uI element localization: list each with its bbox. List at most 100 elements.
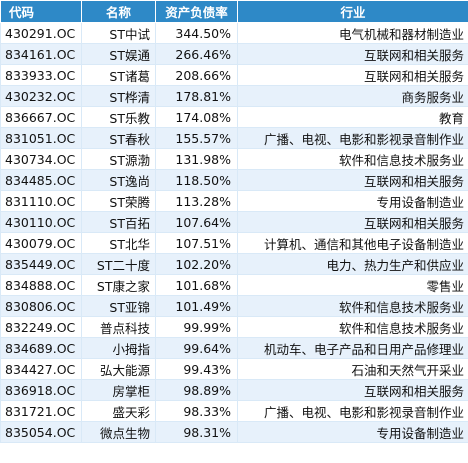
cell-name: ST娱通 xyxy=(81,43,156,65)
cell-industry: 互联网和相关服务 xyxy=(237,43,468,65)
cell-code: 833933.OC xyxy=(0,64,82,86)
cell-ratio: 344.50% xyxy=(155,22,238,44)
cell-code: 830806.OC xyxy=(0,295,82,317)
table-body: 430291.OC ST中试 344.50% 电气机械和器材制造业 834161.OC S… xyxy=(0,22,468,443)
cell-ratio: 131.98% xyxy=(155,148,238,170)
cell-industry: 电气机械和器材制造业 xyxy=(237,22,468,44)
table-row: 834888.OC ST康之家 101.68% 零售业 xyxy=(0,274,468,296)
cell-code: 430079.OC xyxy=(0,232,82,254)
table-row: 833933.OC ST诸葛 208.66% 互联网和相关服务 xyxy=(0,64,468,86)
cell-industry: 电力、热力生产和供应业 xyxy=(237,253,468,275)
header-row: 代码 名称 资产负债率 行业 xyxy=(0,0,468,23)
cell-code: 835054.OC xyxy=(0,421,82,443)
cell-ratio: 208.66% xyxy=(155,64,238,86)
cell-name: 小拇指 xyxy=(81,337,156,359)
table-row: 834689.OC 小拇指 99.64% 机动车、电子产品和日用产品修理业 xyxy=(0,337,468,359)
cell-ratio: 98.89% xyxy=(155,379,238,401)
cell-ratio: 99.64% xyxy=(155,337,238,359)
cell-code: 832249.OC xyxy=(0,316,82,338)
cell-code: 831721.OC xyxy=(0,400,82,422)
table-row: 430110.OC ST百拓 107.64% 互联网和相关服务 xyxy=(0,211,468,233)
header-name: 名称 xyxy=(81,0,156,23)
header-ratio: 资产负债率 xyxy=(155,0,238,23)
table-row: 835054.OC 微点生物 98.31% 专用设备制造业 xyxy=(0,421,468,443)
cell-industry: 软件和信息技术服务业 xyxy=(237,316,468,338)
cell-code: 831110.OC xyxy=(0,190,82,212)
cell-ratio: 98.33% xyxy=(155,400,238,422)
cell-name: ST乐教 xyxy=(81,106,156,128)
cell-name: ST源渤 xyxy=(81,148,156,170)
cell-code: 430291.OC xyxy=(0,22,82,44)
cell-industry: 广播、电视、电影和影视录音制作业 xyxy=(237,127,468,149)
cell-ratio: 101.68% xyxy=(155,274,238,296)
cell-industry: 软件和信息技术服务业 xyxy=(237,148,468,170)
table-row: 834485.OC ST逸尚 118.50% 互联网和相关服务 xyxy=(0,169,468,191)
cell-name: ST逸尚 xyxy=(81,169,156,191)
table-row: 836667.OC ST乐教 174.08% 教育 xyxy=(0,106,468,128)
cell-name: ST北华 xyxy=(81,232,156,254)
cell-name: ST百拓 xyxy=(81,211,156,233)
cell-industry: 互联网和相关服务 xyxy=(237,64,468,86)
table-row: 831110.OC ST荣腾 113.28% 专用设备制造业 xyxy=(0,190,468,212)
cell-code: 834888.OC xyxy=(0,274,82,296)
debt-ratio-table: 代码 名称 资产负债率 行业 430291.OC ST中试 344.50% 电气机械和… xyxy=(0,0,468,443)
table-row: 430291.OC ST中试 344.50% 电气机械和器材制造业 xyxy=(0,22,468,44)
table-row: 834161.OC ST娱通 266.46% 互联网和相关服务 xyxy=(0,43,468,65)
cell-ratio: 99.43% xyxy=(155,358,238,380)
cell-name: ST桦清 xyxy=(81,85,156,107)
table-row: 834427.OC 弘大能源 99.43% 石油和天然气开采业 xyxy=(0,358,468,380)
cell-name: 盛天彩 xyxy=(81,400,156,422)
cell-ratio: 99.99% xyxy=(155,316,238,338)
cell-ratio: 102.20% xyxy=(155,253,238,275)
cell-industry: 机动车、电子产品和日用产品修理业 xyxy=(237,337,468,359)
table-row: 835449.OC ST二十度 102.20% 电力、热力生产和供应业 xyxy=(0,253,468,275)
cell-industry: 专用设备制造业 xyxy=(237,421,468,443)
table-row: 836918.OC 房掌柜 98.89% 互联网和相关服务 xyxy=(0,379,468,401)
cell-name: 微点生物 xyxy=(81,421,156,443)
cell-industry: 互联网和相关服务 xyxy=(237,169,468,191)
cell-code: 836667.OC xyxy=(0,106,82,128)
cell-code: 834485.OC xyxy=(0,169,82,191)
cell-ratio: 113.28% xyxy=(155,190,238,212)
cell-name: ST二十度 xyxy=(81,253,156,275)
cell-industry: 商务服务业 xyxy=(237,85,468,107)
table-row: 430734.OC ST源渤 131.98% 软件和信息技术服务业 xyxy=(0,148,468,170)
cell-name: ST春秋 xyxy=(81,127,156,149)
cell-ratio: 98.31% xyxy=(155,421,238,443)
cell-name: ST亚锦 xyxy=(81,295,156,317)
cell-name: ST诸葛 xyxy=(81,64,156,86)
cell-ratio: 174.08% xyxy=(155,106,238,128)
table-row: 430079.OC ST北华 107.51% 计算机、通信和其他电子设备制造业 xyxy=(0,232,468,254)
cell-code: 834689.OC xyxy=(0,337,82,359)
cell-ratio: 155.57% xyxy=(155,127,238,149)
cell-code: 430734.OC xyxy=(0,148,82,170)
header-code: 代码 xyxy=(0,0,82,23)
cell-code: 834161.OC xyxy=(0,43,82,65)
cell-name: 房掌柜 xyxy=(81,379,156,401)
cell-code: 430110.OC xyxy=(0,211,82,233)
cell-name: ST康之家 xyxy=(81,274,156,296)
cell-industry: 专用设备制造业 xyxy=(237,190,468,212)
cell-industry: 互联网和相关服务 xyxy=(237,211,468,233)
cell-code: 430232.OC xyxy=(0,85,82,107)
cell-industry: 计算机、通信和其他电子设备制造业 xyxy=(237,232,468,254)
cell-name: ST荣腾 xyxy=(81,190,156,212)
table-row: 832249.OC 普点科技 99.99% 软件和信息技术服务业 xyxy=(0,316,468,338)
cell-industry: 教育 xyxy=(237,106,468,128)
table-row: 831721.OC 盛天彩 98.33% 广播、电视、电影和影视录音制作业 xyxy=(0,400,468,422)
table-row: 830806.OC ST亚锦 101.49% 软件和信息技术服务业 xyxy=(0,295,468,317)
cell-code: 834427.OC xyxy=(0,358,82,380)
cell-industry: 互联网和相关服务 xyxy=(237,379,468,401)
cell-industry: 石油和天然气开采业 xyxy=(237,358,468,380)
cell-industry: 零售业 xyxy=(237,274,468,296)
cell-code: 831051.OC xyxy=(0,127,82,149)
cell-name: ST中试 xyxy=(81,22,156,44)
cell-code: 835449.OC xyxy=(0,253,82,275)
cell-industry: 广播、电视、电影和影视录音制作业 xyxy=(237,400,468,422)
cell-ratio: 178.81% xyxy=(155,85,238,107)
cell-name: 弘大能源 xyxy=(81,358,156,380)
cell-name: 普点科技 xyxy=(81,316,156,338)
table-row: 430232.OC ST桦清 178.81% 商务服务业 xyxy=(0,85,468,107)
cell-ratio: 266.46% xyxy=(155,43,238,65)
header-industry: 行业 xyxy=(237,0,468,23)
